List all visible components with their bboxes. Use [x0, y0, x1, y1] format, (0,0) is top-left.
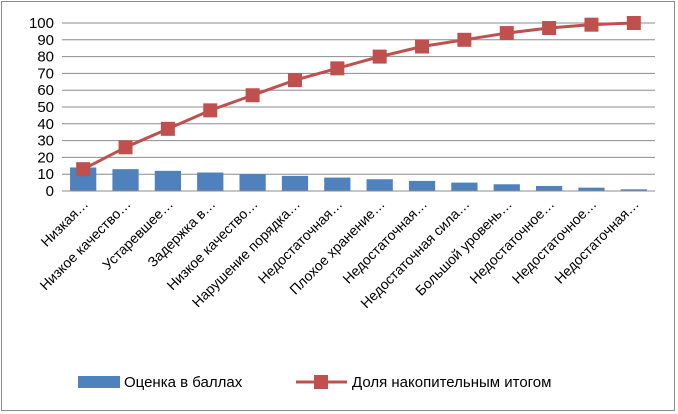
y-tick-label: 0: [46, 183, 54, 200]
line-marker: [626, 16, 641, 30]
bar: [620, 189, 647, 191]
line-marker: [457, 32, 472, 47]
legend-line-marker: [314, 375, 328, 389]
bar: [451, 182, 478, 191]
cumulative-line: [82, 21, 634, 171]
bar: [197, 172, 224, 191]
y-tick-label: 20: [37, 149, 54, 166]
line-marker: [203, 103, 218, 118]
line-marker: [245, 88, 260, 103]
line-marker: [415, 39, 430, 54]
y-tick-label: 10: [37, 166, 54, 183]
line-marker: [287, 73, 302, 88]
bar: [408, 180, 436, 191]
y-tick-label: 80: [37, 49, 54, 66]
y-tick-label: 100: [29, 15, 54, 32]
line-marker: [584, 17, 599, 32]
line-marker: [330, 61, 345, 76]
y-tick-label: 30: [37, 133, 54, 150]
bar-series: [70, 167, 647, 191]
legend-bar-swatch: [78, 376, 120, 388]
legend-line-label: Доля накопительным итогом: [352, 374, 551, 391]
y-tick-label: 90: [37, 32, 54, 49]
y-tick-label: 60: [37, 82, 54, 99]
line-marker: [76, 162, 91, 177]
bar: [493, 184, 520, 191]
line-marker: [118, 140, 133, 155]
bar: [535, 185, 563, 191]
y-tick-label: 50: [37, 99, 54, 116]
y-tick-label: 40: [37, 116, 54, 133]
line-marker: [542, 21, 557, 36]
bar: [366, 179, 393, 191]
line-marker: [499, 26, 514, 41]
bar: [578, 187, 605, 191]
bar: [281, 175, 309, 191]
category-labels: Низкая…Низкое качество…Устаревшее…Задерж…: [36, 196, 642, 311]
legend-bar-label: Оценка в баллах: [124, 374, 243, 391]
line-series: [76, 16, 641, 177]
line-marker: [160, 121, 175, 136]
line-marker: [372, 49, 387, 64]
bar: [239, 174, 266, 191]
gridlines: [62, 22, 655, 175]
bar: [324, 177, 351, 191]
legend: Оценка в баллах Доля накопительным итого…: [78, 374, 551, 391]
y-tick-label: 70: [37, 65, 54, 82]
bar: [154, 170, 182, 191]
bar: [112, 169, 139, 191]
